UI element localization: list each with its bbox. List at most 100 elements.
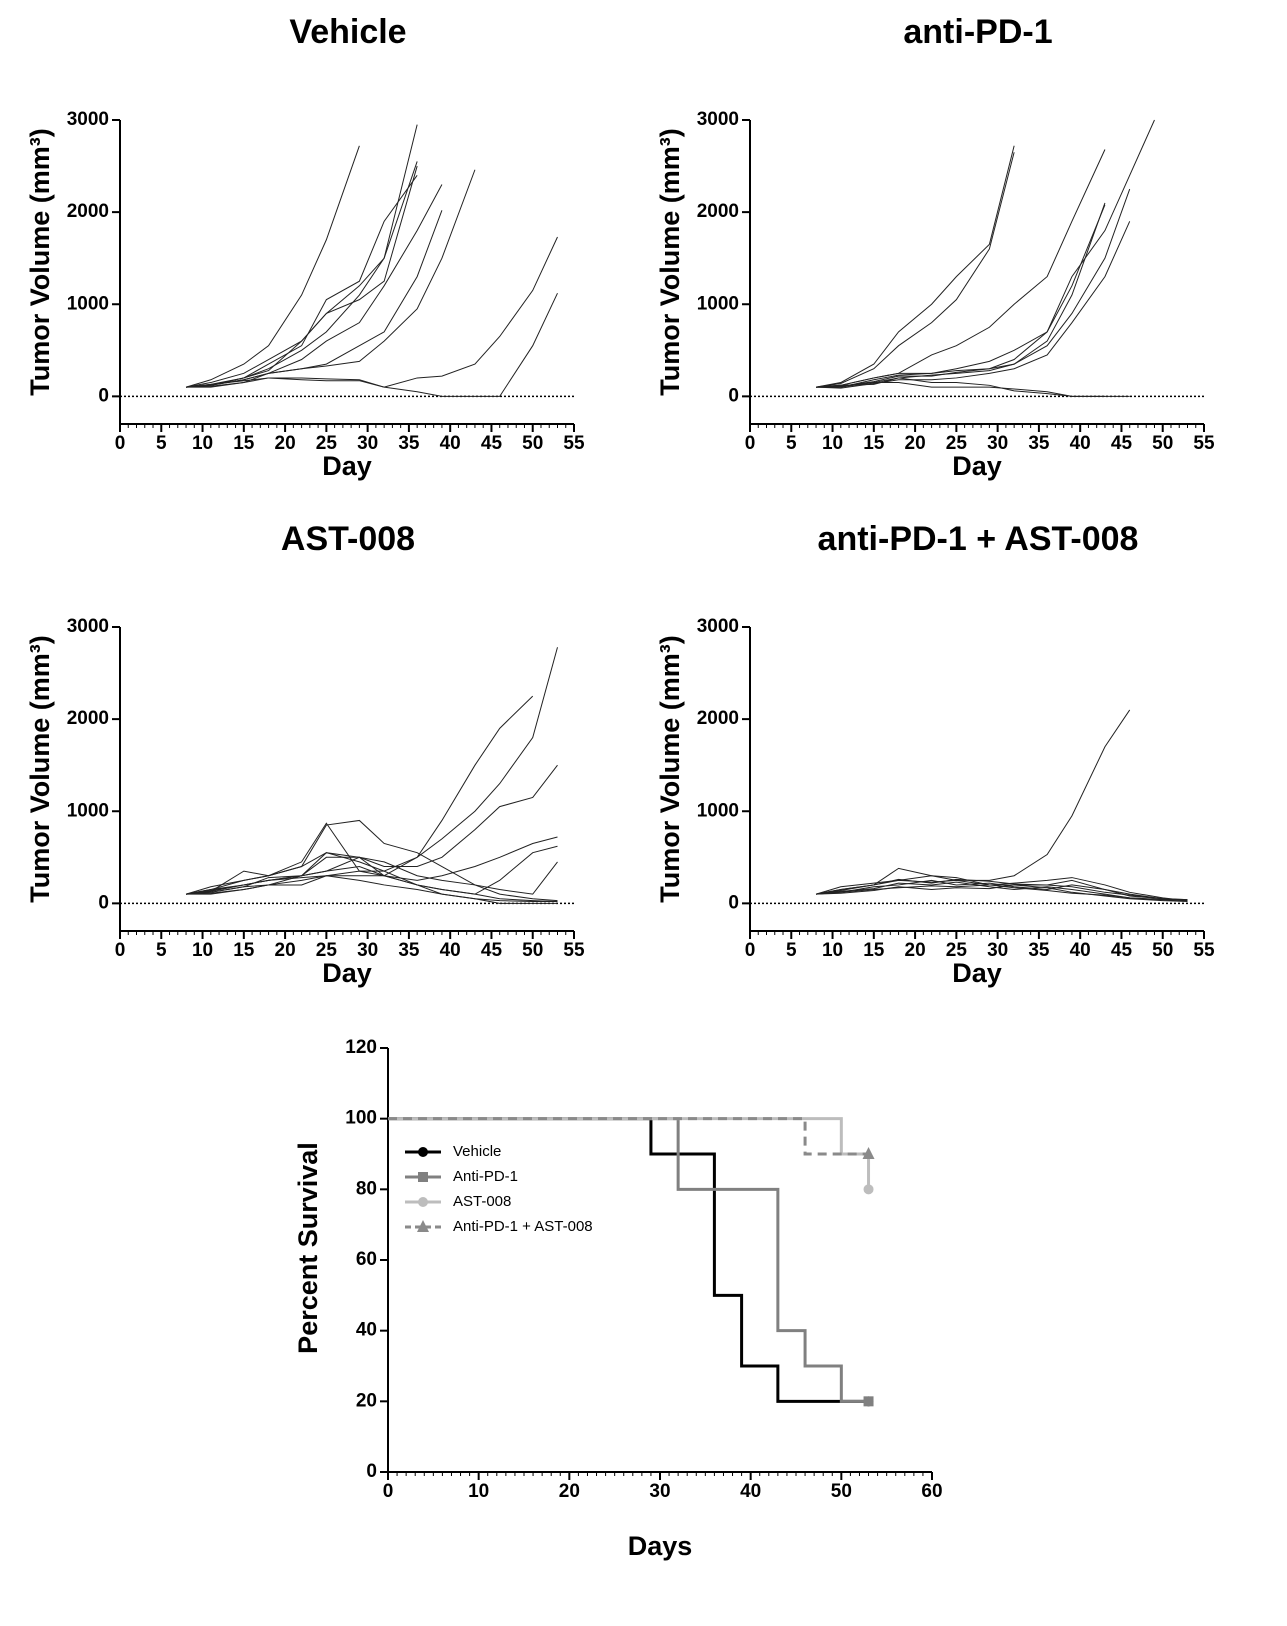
x-tick-label: 15 bbox=[863, 940, 885, 961]
tumor-line bbox=[185, 161, 418, 388]
x-tick-label: 35 bbox=[1028, 940, 1050, 961]
x-tick-label: 25 bbox=[946, 433, 968, 454]
y-tick-label: 1000 bbox=[697, 293, 739, 314]
tumor-line bbox=[185, 836, 558, 895]
x-tick-label: 10 bbox=[822, 433, 843, 454]
x-tick-label: 50 bbox=[522, 940, 543, 961]
y-tick-label: 2000 bbox=[67, 708, 109, 729]
x-tick-label: 20 bbox=[275, 433, 296, 454]
x-tick-label: 45 bbox=[481, 433, 503, 454]
x-tick-label: 40 bbox=[1070, 433, 1091, 454]
tumor-line bbox=[816, 221, 1131, 389]
x-tick-label: 5 bbox=[786, 940, 797, 961]
y-tick-label: 1000 bbox=[67, 800, 109, 821]
y-tick-label: 1000 bbox=[697, 800, 739, 821]
tumor-line bbox=[186, 866, 558, 903]
panel-title: anti-PD-1 bbox=[903, 13, 1052, 51]
x-tick-label: 50 bbox=[1152, 433, 1173, 454]
legend-label: Anti-PD-1 + AST-008 bbox=[453, 1218, 593, 1235]
x-axis-label: Day bbox=[322, 958, 372, 988]
x-tick-label: 40 bbox=[440, 433, 461, 454]
x-tick-label: 15 bbox=[233, 433, 255, 454]
x-tick-label: 20 bbox=[559, 1481, 580, 1502]
tumor-line bbox=[815, 145, 1015, 388]
x-tick-label: 50 bbox=[1152, 940, 1173, 961]
end-marker bbox=[862, 1147, 875, 1159]
y-tick-label: 60 bbox=[356, 1249, 377, 1270]
y-tick-label: 2000 bbox=[697, 201, 739, 222]
tumor-line bbox=[185, 124, 418, 388]
x-tick-label: 35 bbox=[398, 433, 420, 454]
tumor-line bbox=[185, 875, 558, 903]
tumor-line bbox=[816, 188, 1131, 388]
y-tick-label: 0 bbox=[728, 892, 739, 913]
tumor-line bbox=[816, 204, 1106, 388]
x-axis-label: Days bbox=[628, 1531, 693, 1561]
tumor-line bbox=[185, 845, 558, 895]
survival-line bbox=[388, 1117, 869, 1403]
x-tick-label: 5 bbox=[786, 433, 797, 454]
x-tick-label: 55 bbox=[563, 433, 585, 454]
y-tick-label: 0 bbox=[728, 385, 739, 406]
x-tick-label: 45 bbox=[1111, 940, 1133, 961]
tumor-line bbox=[815, 152, 1015, 388]
x-tick-label: 45 bbox=[481, 940, 503, 961]
y-axis-label: Percent Survival bbox=[293, 1142, 323, 1354]
x-tick-label: 25 bbox=[946, 940, 968, 961]
tumor-line bbox=[185, 145, 360, 388]
x-tick-label: 40 bbox=[440, 940, 461, 961]
y-tick-label: 3000 bbox=[67, 109, 109, 130]
tumor-line bbox=[815, 149, 1106, 388]
legend-label: Vehicle bbox=[453, 1143, 501, 1160]
tumor-line bbox=[185, 764, 558, 895]
x-tick-label: 30 bbox=[357, 940, 378, 961]
y-tick-label: 0 bbox=[98, 385, 109, 406]
y-axis-label: Tumor Volume (mm³) bbox=[25, 128, 55, 396]
x-axis-label: Day bbox=[322, 451, 372, 481]
legend-marker bbox=[417, 1220, 429, 1232]
legend-marker bbox=[418, 1197, 428, 1207]
y-tick-label: 80 bbox=[356, 1178, 377, 1199]
x-tick-label: 55 bbox=[1193, 433, 1215, 454]
y-tick-label: 3000 bbox=[67, 616, 109, 637]
tumor-line bbox=[185, 819, 558, 902]
x-tick-label: 10 bbox=[192, 940, 213, 961]
panel-title: Vehicle bbox=[289, 13, 406, 51]
tumor-line bbox=[815, 875, 1188, 902]
x-tick-label: 25 bbox=[316, 433, 338, 454]
x-tick-label: 0 bbox=[115, 940, 126, 961]
panel-title: anti-PD-1 + AST-008 bbox=[818, 520, 1139, 558]
x-tick-label: 50 bbox=[522, 433, 543, 454]
y-axis-label: Tumor Volume (mm³) bbox=[25, 635, 55, 903]
tumor-line bbox=[815, 119, 1155, 388]
tumor-line bbox=[185, 169, 476, 388]
x-tick-label: 10 bbox=[468, 1481, 489, 1502]
tumor-line bbox=[816, 202, 1106, 388]
x-tick-label: 20 bbox=[905, 433, 926, 454]
legend-marker bbox=[418, 1147, 428, 1157]
tumor-line bbox=[185, 174, 418, 388]
x-tick-label: 20 bbox=[275, 940, 296, 961]
y-tick-label: 1000 bbox=[67, 293, 109, 314]
tumor-line bbox=[815, 709, 1131, 895]
tumor-line bbox=[185, 165, 418, 388]
panel-title: AST-008 bbox=[281, 520, 415, 558]
x-tick-label: 40 bbox=[740, 1481, 761, 1502]
legend-label: Anti-PD-1 bbox=[453, 1168, 518, 1185]
x-tick-label: 5 bbox=[156, 433, 167, 454]
x-tick-label: 20 bbox=[905, 940, 926, 961]
x-tick-label: 55 bbox=[1193, 940, 1215, 961]
x-tick-label: 30 bbox=[987, 433, 1008, 454]
x-tick-label: 25 bbox=[316, 940, 338, 961]
tumor-line bbox=[185, 647, 558, 895]
x-tick-label: 0 bbox=[115, 433, 126, 454]
tumor-line bbox=[815, 884, 1188, 902]
end-marker bbox=[863, 1396, 874, 1407]
y-tick-label: 2000 bbox=[697, 708, 739, 729]
x-tick-label: 30 bbox=[357, 433, 378, 454]
y-tick-label: 0 bbox=[366, 1461, 377, 1482]
y-axis-label: Tumor Volume (mm³) bbox=[655, 635, 685, 903]
x-tick-label: 5 bbox=[156, 940, 167, 961]
x-tick-label: 10 bbox=[822, 940, 843, 961]
